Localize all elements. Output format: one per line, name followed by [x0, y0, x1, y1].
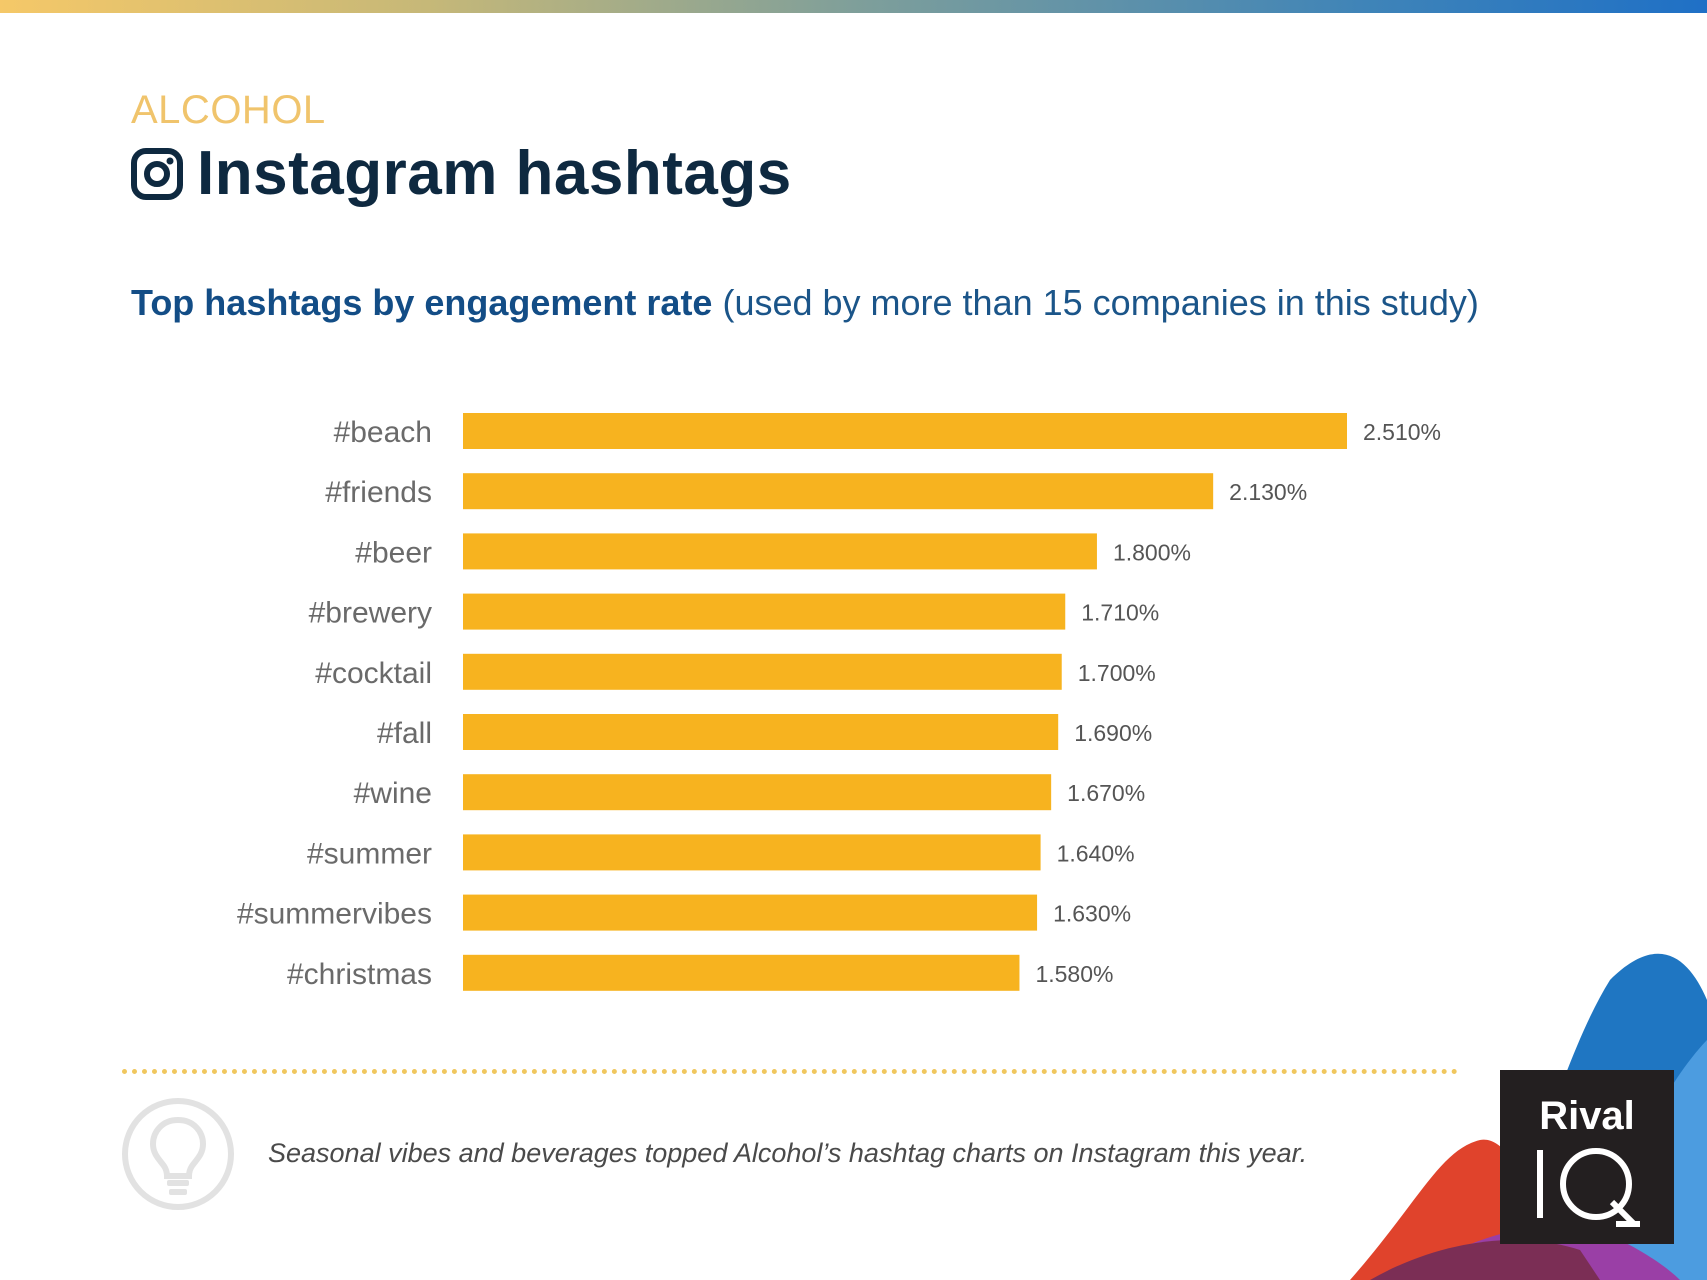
value-label: 1.640% — [1057, 840, 1135, 866]
rival-iq-logo: Rival — [1500, 1070, 1674, 1244]
category-label: #beer — [355, 536, 432, 569]
bar — [463, 954, 1020, 991]
top-gradient-stripe — [0, 0, 1707, 13]
bar — [463, 593, 1066, 630]
category-label: #wine — [354, 777, 432, 810]
category-label: #fall — [377, 717, 432, 750]
category-label: #summer — [307, 837, 432, 870]
value-label: 1.800% — [1113, 539, 1191, 565]
page-title: Instagram hashtags — [197, 139, 792, 208]
bar — [463, 894, 1038, 931]
category-label: #summervibes — [237, 898, 432, 931]
value-label: 1.670% — [1067, 780, 1145, 806]
title-row: Instagram hashtags — [131, 138, 792, 209]
bar — [463, 653, 1062, 690]
insight-text: Seasonal vibes and beverages topped Alco… — [268, 1138, 1308, 1168]
subtitle-bold: Top hashtags by engagement rate — [131, 282, 713, 323]
value-label: 1.630% — [1053, 901, 1131, 927]
category-label: #brewery — [309, 597, 432, 630]
value-label: 2.510% — [1363, 419, 1441, 445]
bar — [463, 834, 1041, 871]
subtitle-rest: (used by more than 15 companies in this … — [712, 282, 1479, 323]
value-label: 1.690% — [1074, 720, 1152, 746]
category-label: #friends — [325, 476, 432, 509]
bar — [463, 473, 1214, 510]
chart-subtitle: Top hashtags by engagement rate (used by… — [131, 282, 1479, 324]
value-label: 1.710% — [1081, 600, 1159, 626]
bar — [463, 413, 1347, 449]
value-label: 1.580% — [1035, 961, 1113, 987]
logo-iq-mark — [1537, 1148, 1640, 1227]
logo-text-rival: Rival — [1539, 1094, 1635, 1138]
dotted-divider — [122, 1069, 1458, 1074]
category-label: #cocktail — [315, 657, 432, 690]
instagram-icon — [131, 147, 183, 200]
category-label: ALCOHOL — [131, 88, 326, 132]
bar — [463, 533, 1097, 570]
lightbulb-icon — [122, 1098, 234, 1210]
value-label: 1.700% — [1078, 660, 1156, 686]
category-label: #christmas — [287, 958, 432, 991]
bar — [463, 714, 1059, 750]
bar — [463, 774, 1052, 811]
category-label: #beach — [334, 416, 432, 449]
value-label: 2.130% — [1229, 479, 1307, 505]
